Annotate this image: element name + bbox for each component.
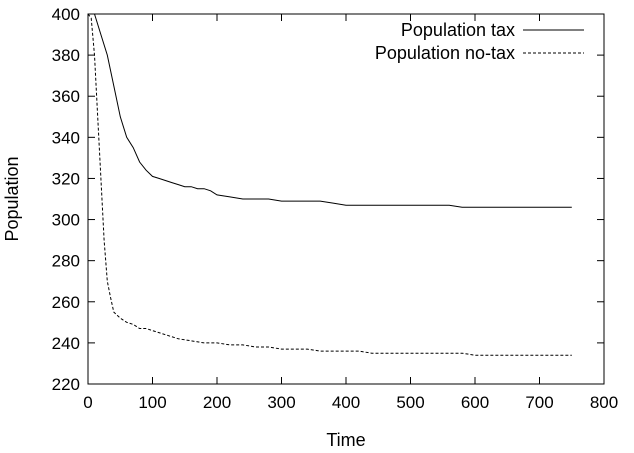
- y-tick-label: 320: [52, 169, 80, 188]
- series-lines: [87, 13, 572, 356]
- y-tick-label: 400: [52, 5, 80, 24]
- y-axis-title: Population: [2, 156, 22, 241]
- x-tick-label: 300: [267, 393, 295, 412]
- x-tick-label: 500: [396, 393, 424, 412]
- series-line-tax: [88, 13, 572, 208]
- axis-ticks: [87, 13, 605, 385]
- x-tick-label: 800: [590, 393, 618, 412]
- legend-label-no-tax: Population no-tax: [375, 43, 515, 63]
- legend: Population tax Population no-tax: [375, 20, 584, 63]
- x-axis-title: Time: [326, 430, 365, 450]
- x-tick-label: 0: [83, 393, 92, 412]
- tick-labels: 0 100 200 300 400 500 600 700 800 220 240 260 280 300…: [52, 5, 619, 412]
- y-tick-label: 260: [52, 293, 80, 312]
- x-tick-label: 600: [461, 393, 489, 412]
- y-tick-label: 360: [52, 87, 80, 106]
- y-tick-label: 280: [52, 252, 80, 271]
- series-line-no-tax: [87, 13, 572, 356]
- x-tick-label: 400: [332, 393, 360, 412]
- x-tick-label: 100: [138, 393, 166, 412]
- y-tick-label: 340: [52, 128, 80, 147]
- plot-frame: [87, 13, 605, 385]
- x-tick-label: 200: [203, 393, 231, 412]
- y-tick-label: 220: [52, 375, 80, 394]
- legend-label-tax: Population tax: [401, 20, 515, 40]
- y-tick-label: 380: [52, 46, 80, 65]
- x-tick-label: 700: [525, 393, 553, 412]
- y-tick-label: 300: [52, 211, 80, 230]
- y-tick-label: 240: [52, 334, 80, 353]
